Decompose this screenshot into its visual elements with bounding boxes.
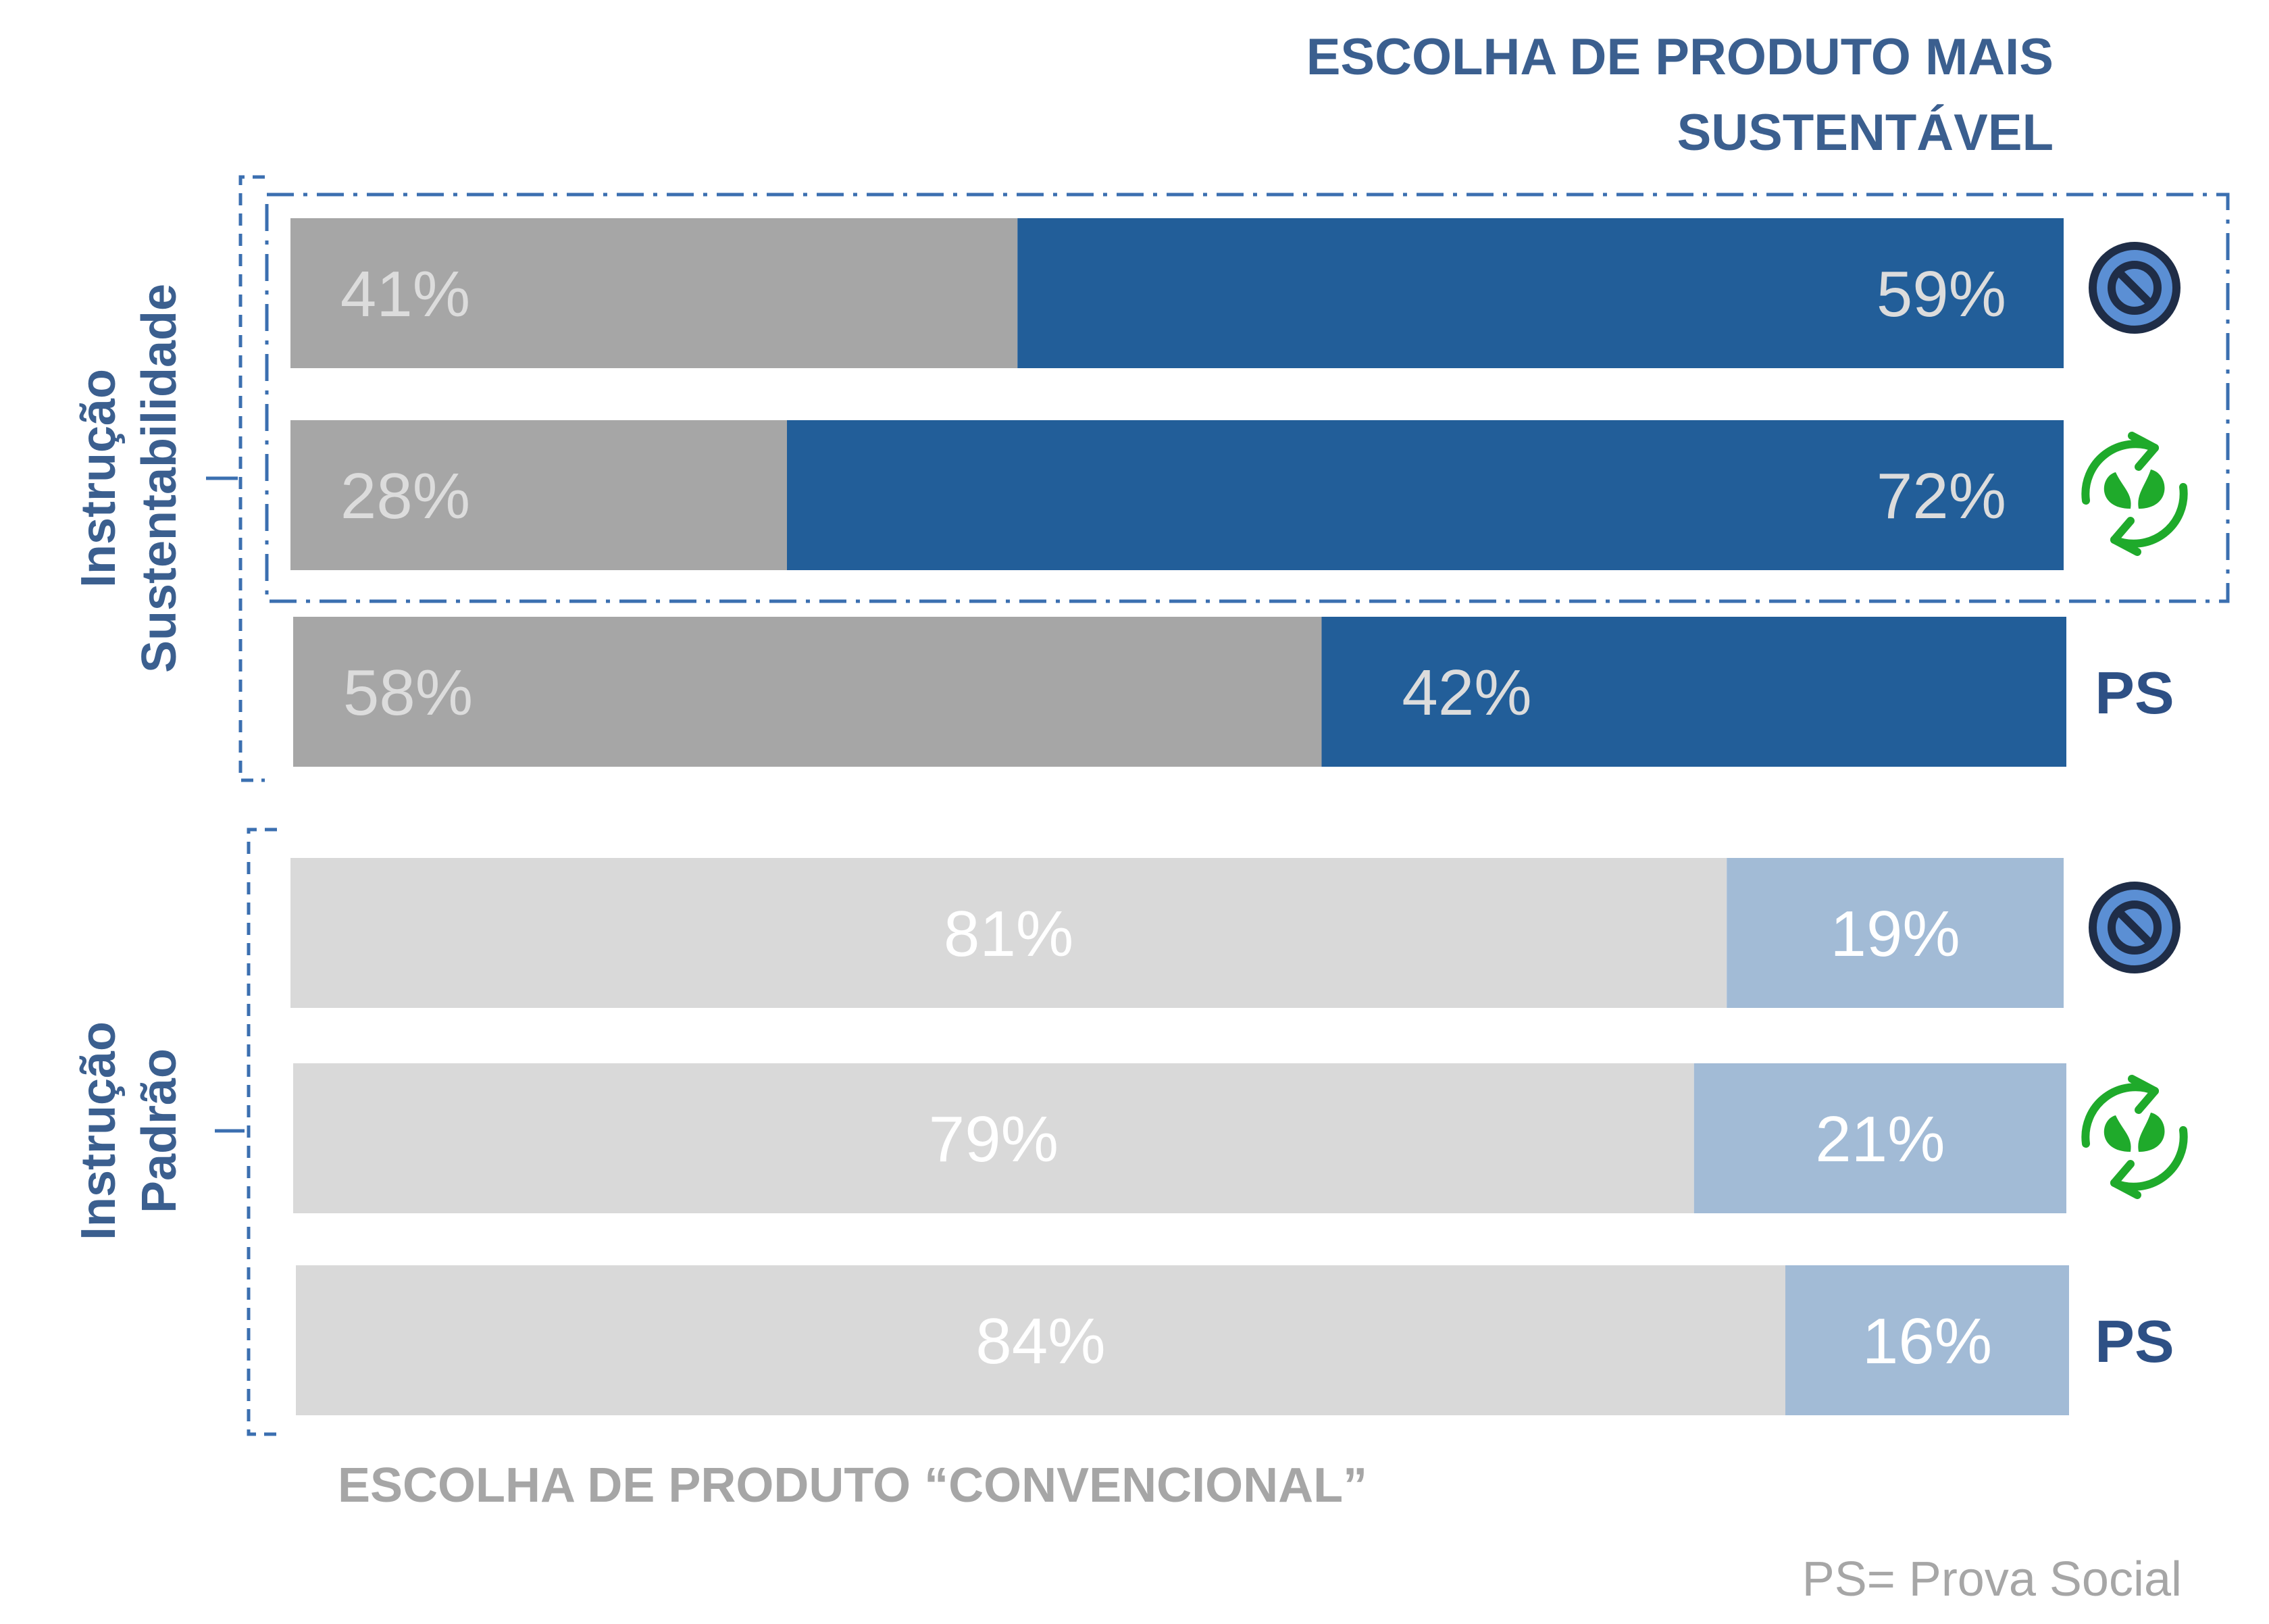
group-1-row-2-bar-convencional xyxy=(290,420,787,570)
chart-title-line-1: ESCOLHA DE PRODUTO MAIS xyxy=(1306,28,2054,86)
group-2-row-3-bar-convencional xyxy=(296,1265,1785,1415)
group-1-row-2-recycle-leaf-icon xyxy=(2081,432,2188,556)
group-2-row-3-label-sustentavel: 16% xyxy=(1862,1305,1992,1377)
group-1-row-2-label-convencional: 28% xyxy=(340,460,470,532)
group-2-row-3-ps-marker: PS xyxy=(2095,1308,2174,1375)
group-2-row-1-bar-sustentavel xyxy=(1727,858,2064,1008)
group-1-row-3-label-convencional: 58% xyxy=(343,657,473,729)
group-1-row-3-bar-sustentavel xyxy=(1321,617,2066,767)
group-2-row-3-bar-sustentavel xyxy=(1785,1265,2069,1415)
group-label-padrao: Instrução Padrão xyxy=(72,1021,186,1240)
group-1-row-3-bar-convencional xyxy=(293,617,1322,767)
group-2-row-1-bar-convencional xyxy=(290,858,1727,1008)
group-2-row-1-no-sign-icon xyxy=(2089,882,2181,973)
footnote: PS= Prova Social xyxy=(1802,1552,2182,1606)
group-2-row-2-recycle-leaf-icon xyxy=(2081,1075,2188,1199)
group-1-row-3-label-sustentavel: 42% xyxy=(1402,657,1531,729)
group-1-row-2-label-sustentavel: 72% xyxy=(1877,460,2006,532)
chart-title-line-2: SUSTENTÁVEL xyxy=(1677,104,2054,161)
group-1-row-1-label-convencional: 41% xyxy=(340,258,470,330)
group-2-row-2-bar-convencional xyxy=(293,1063,1694,1213)
group-1-row-1-bar-convencional xyxy=(290,218,1018,368)
group-label-sustentabilidade: Instrução Sustentabilidade xyxy=(72,284,186,673)
bottom-axis-label: ESCOLHA DE PRODUTO “CONVENCIONAL” xyxy=(338,1458,1367,1513)
bars: 41% 59% 28% 72% 58% 42% 81% 19% 79% 21% 84% 16% xyxy=(290,218,2069,1415)
group-1-row-2-bar-sustentavel xyxy=(787,420,2064,570)
group-label-sustentabilidade-line-2: Sustentabilidade xyxy=(132,284,186,673)
group-1-row-3-ps-marker: PS xyxy=(2095,659,2174,726)
row-markers: PS PS xyxy=(2081,242,2188,1375)
group-bracket-padrao xyxy=(247,828,277,1436)
group-label-sustentabilidade-line-1: Instrução xyxy=(72,369,126,588)
group-bracket-sustentabilidade xyxy=(238,175,265,782)
group-label-padrao-line-1: Instrução xyxy=(72,1021,126,1240)
group-label-padrao-line-2: Padrão xyxy=(132,1048,186,1213)
group-2-row-1-label-sustentavel: 19% xyxy=(1831,898,1960,970)
group-2-row-2-label-convencional: 79% xyxy=(929,1103,1059,1175)
group-1-row-1-no-sign-icon xyxy=(2089,242,2181,334)
group-2-row-3-label-convencional: 84% xyxy=(975,1305,1105,1377)
group-1-row-1-label-sustentavel: 59% xyxy=(1877,258,2006,330)
group-2-row-2-label-sustentavel: 21% xyxy=(1815,1103,1945,1175)
group-1-row-1-bar-sustentavel xyxy=(1017,218,2064,368)
group-2-row-2-bar-sustentavel xyxy=(1693,1063,2066,1213)
group-2-row-1-label-convencional: 81% xyxy=(944,898,1073,970)
highlight-box xyxy=(265,193,2230,603)
